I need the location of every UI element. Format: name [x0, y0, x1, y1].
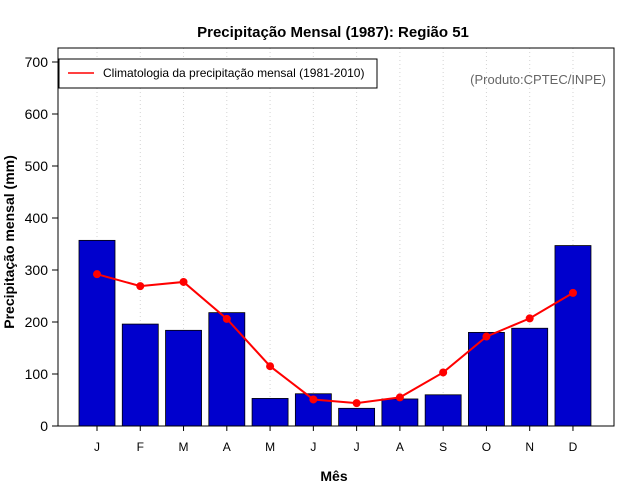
chart-title: Precipitação Mensal (1987): Região 51 [197, 24, 469, 41]
y-tick-label-600: 600 [25, 106, 49, 122]
x-tick-label-11: N [525, 440, 534, 454]
legend-label: Climatologia da precipitação mensal (198… [103, 66, 364, 80]
climatology-point-6 [309, 395, 318, 404]
bar-7 [338, 407, 376, 427]
climatology-series [93, 270, 577, 408]
x-tick-label-6: J [310, 440, 316, 454]
climatology-line [96, 273, 574, 405]
climatology-point-2 [136, 282, 145, 291]
x-tick-label-8: A [396, 440, 404, 454]
legend-box [58, 58, 378, 89]
climatology-point-9 [439, 368, 448, 377]
bar-12 [554, 245, 592, 427]
x-tick-label-1: J [94, 440, 100, 454]
y-tick-label-200: 200 [25, 314, 49, 330]
climatology-point-1 [93, 270, 101, 279]
bar-1 [78, 239, 116, 427]
bar-2 [121, 323, 159, 427]
bar-3 [165, 329, 202, 427]
y-tick-label-400: 400 [25, 210, 49, 226]
bar-8 [381, 398, 419, 427]
x-tick-label-7: J [354, 440, 360, 454]
climatology-point-8 [395, 393, 404, 402]
climatology-point-11 [525, 314, 534, 323]
credit-annotation: (Produto:CPTEC/INPE) [470, 72, 606, 87]
climatology-point-12 [568, 288, 577, 297]
x-tick-label-4: A [223, 440, 231, 454]
y-axis: 0 100 200 300 400 500 600 700 [25, 54, 58, 434]
x-tick-label-10: O [482, 440, 491, 454]
y-tick-label-100: 100 [25, 366, 49, 382]
x-tick-label-5: M [265, 440, 275, 454]
y-axis-title: Precipitação mensal (mm) [1, 155, 17, 329]
climatology-point-5 [266, 362, 275, 371]
bar-4 [208, 312, 246, 427]
climatology-point-10 [482, 332, 491, 341]
climatology-point-7 [352, 399, 361, 408]
bar-series [78, 239, 592, 427]
y-tick-label-700: 700 [25, 54, 49, 70]
x-tick-label-9: S [439, 440, 447, 454]
y-tick-label-0: 0 [40, 418, 48, 434]
y-tick-label-500: 500 [25, 158, 49, 174]
plot-frame [57, 47, 615, 427]
x-axis-title: Mês [320, 468, 347, 484]
x-tick-label-3: M [179, 440, 189, 454]
bar-11 [511, 327, 549, 427]
x-tick-label-12: D [569, 440, 578, 454]
bar-5 [251, 398, 289, 427]
climatology-point-3 [179, 277, 188, 286]
x-tick-label-2: F [137, 440, 144, 454]
y-tick-label-300: 300 [25, 262, 49, 278]
legend: Climatologia da precipitação mensal (198… [58, 58, 378, 89]
climatology-point-4 [222, 314, 231, 323]
bar-9 [424, 394, 462, 427]
